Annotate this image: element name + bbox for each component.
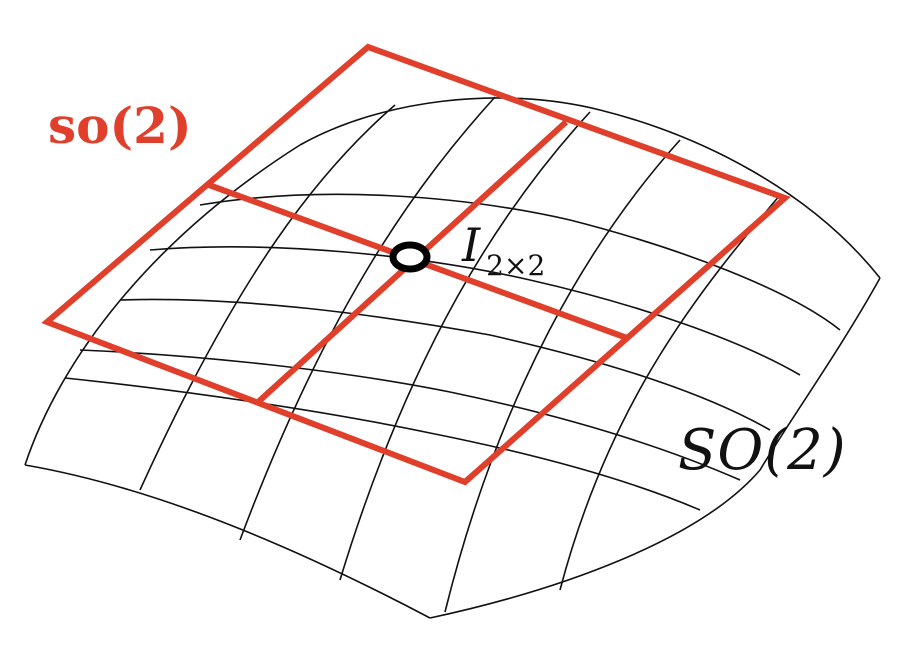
manifold-row-line	[199, 193, 841, 331]
identity-label-main: I	[462, 218, 481, 272]
manifold-boundary-right	[429, 277, 881, 619]
manifold-row-line	[119, 298, 771, 431]
manifold-boundary-bottom	[24, 464, 431, 619]
manifold-col-line	[139, 104, 396, 491]
manifold-row-line	[79, 349, 741, 481]
tangent-plane-outline	[41, 43, 791, 486]
manifold-surface	[24, 96, 881, 619]
identity-label: I 2×2	[462, 218, 545, 282]
manifold-boundary-left	[24, 144, 301, 466]
manifold-row-line	[149, 246, 801, 376]
manifold-label: SO(2)	[678, 418, 847, 483]
manifold-col-line	[239, 96, 496, 541]
identity-label-subscript: 2×2	[486, 249, 546, 282]
manifold-col-line	[444, 139, 681, 613]
tangent-space-label: so(2)	[48, 96, 192, 155]
identity-point	[389, 241, 431, 273]
manifold-col-line	[339, 111, 591, 581]
manifold-row-line	[64, 377, 701, 511]
